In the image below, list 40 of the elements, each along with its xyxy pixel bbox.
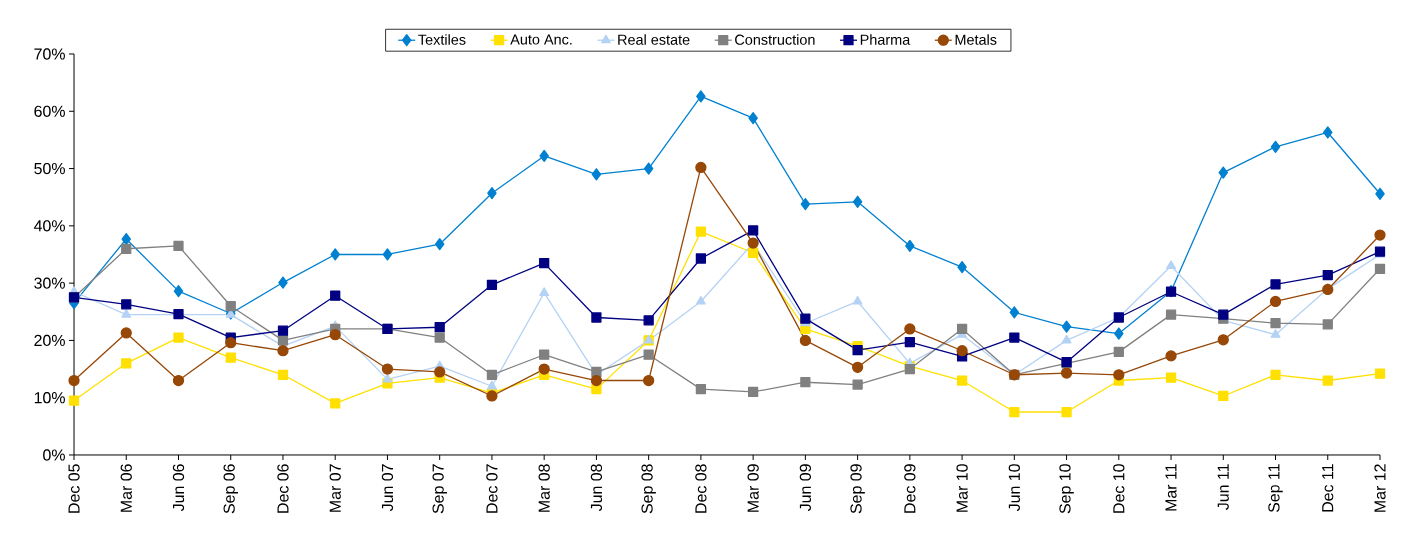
- legend-label: Pharma: [860, 34, 911, 45]
- x-tick-label: Dec 10: [1113, 464, 1125, 513]
- y-tick-label: 20%: [34, 334, 65, 347]
- y-tick-label: 40%: [33, 220, 65, 232]
- x-tick-label: Jun 06: [172, 464, 185, 512]
- legend-label: Auto Anc.: [510, 34, 572, 45]
- x-tick-label: Dec 07: [486, 464, 498, 513]
- x-tick-label: Mar 11: [1165, 464, 1177, 511]
- x-tick-label: Mar 12: [1374, 464, 1386, 512]
- y-tick-label: 30%: [34, 277, 65, 289]
- x-tick-label: Mar 07: [329, 464, 341, 512]
- x-tick-label: Sep 08: [641, 464, 656, 514]
- x-tick-label: Dec 09: [904, 464, 916, 513]
- x-tick-label: Dec 05: [68, 464, 80, 513]
- x-tick-label: Jun 07: [381, 464, 394, 512]
- x-tick-label: Sep 10: [1059, 464, 1074, 514]
- x-tick-label: Mar 09: [747, 464, 759, 512]
- y-tick-label: 0%: [43, 449, 65, 461]
- x-tick-label: Mar 10: [956, 464, 968, 512]
- x-tick-label: Dec 11: [1322, 464, 1334, 512]
- y-tick-label: 10%: [34, 392, 65, 404]
- x-tick-label: Jun 09: [799, 464, 812, 512]
- y-tick-label: 70%: [34, 48, 65, 60]
- x-tick-label: Mar 06: [120, 464, 132, 512]
- x-tick-label: Mar 08: [538, 464, 550, 512]
- x-tick-label: Jun 10: [1008, 464, 1020, 512]
- x-tick-label: Sep 06: [223, 464, 238, 514]
- x-tick-label: Sep 09: [850, 464, 865, 514]
- x-tick-label: Jun 11: [1217, 464, 1229, 510]
- legend-label: Metals: [955, 34, 997, 45]
- y-tick-label: 50%: [34, 162, 65, 175]
- x-tick-label: Dec 06: [277, 464, 289, 513]
- legend-label: Real estate: [618, 34, 690, 45]
- x-tick-label: Sep 07: [432, 464, 447, 514]
- legend-label: Construction: [735, 34, 815, 45]
- legend-label: Textiles: [418, 34, 466, 45]
- x-tick-label: Sep 11: [1268, 464, 1283, 513]
- y-tick-label: 60%: [34, 105, 65, 117]
- x-tick-label: Jun 08: [590, 464, 603, 512]
- x-tick-label: Dec 08: [695, 464, 707, 513]
